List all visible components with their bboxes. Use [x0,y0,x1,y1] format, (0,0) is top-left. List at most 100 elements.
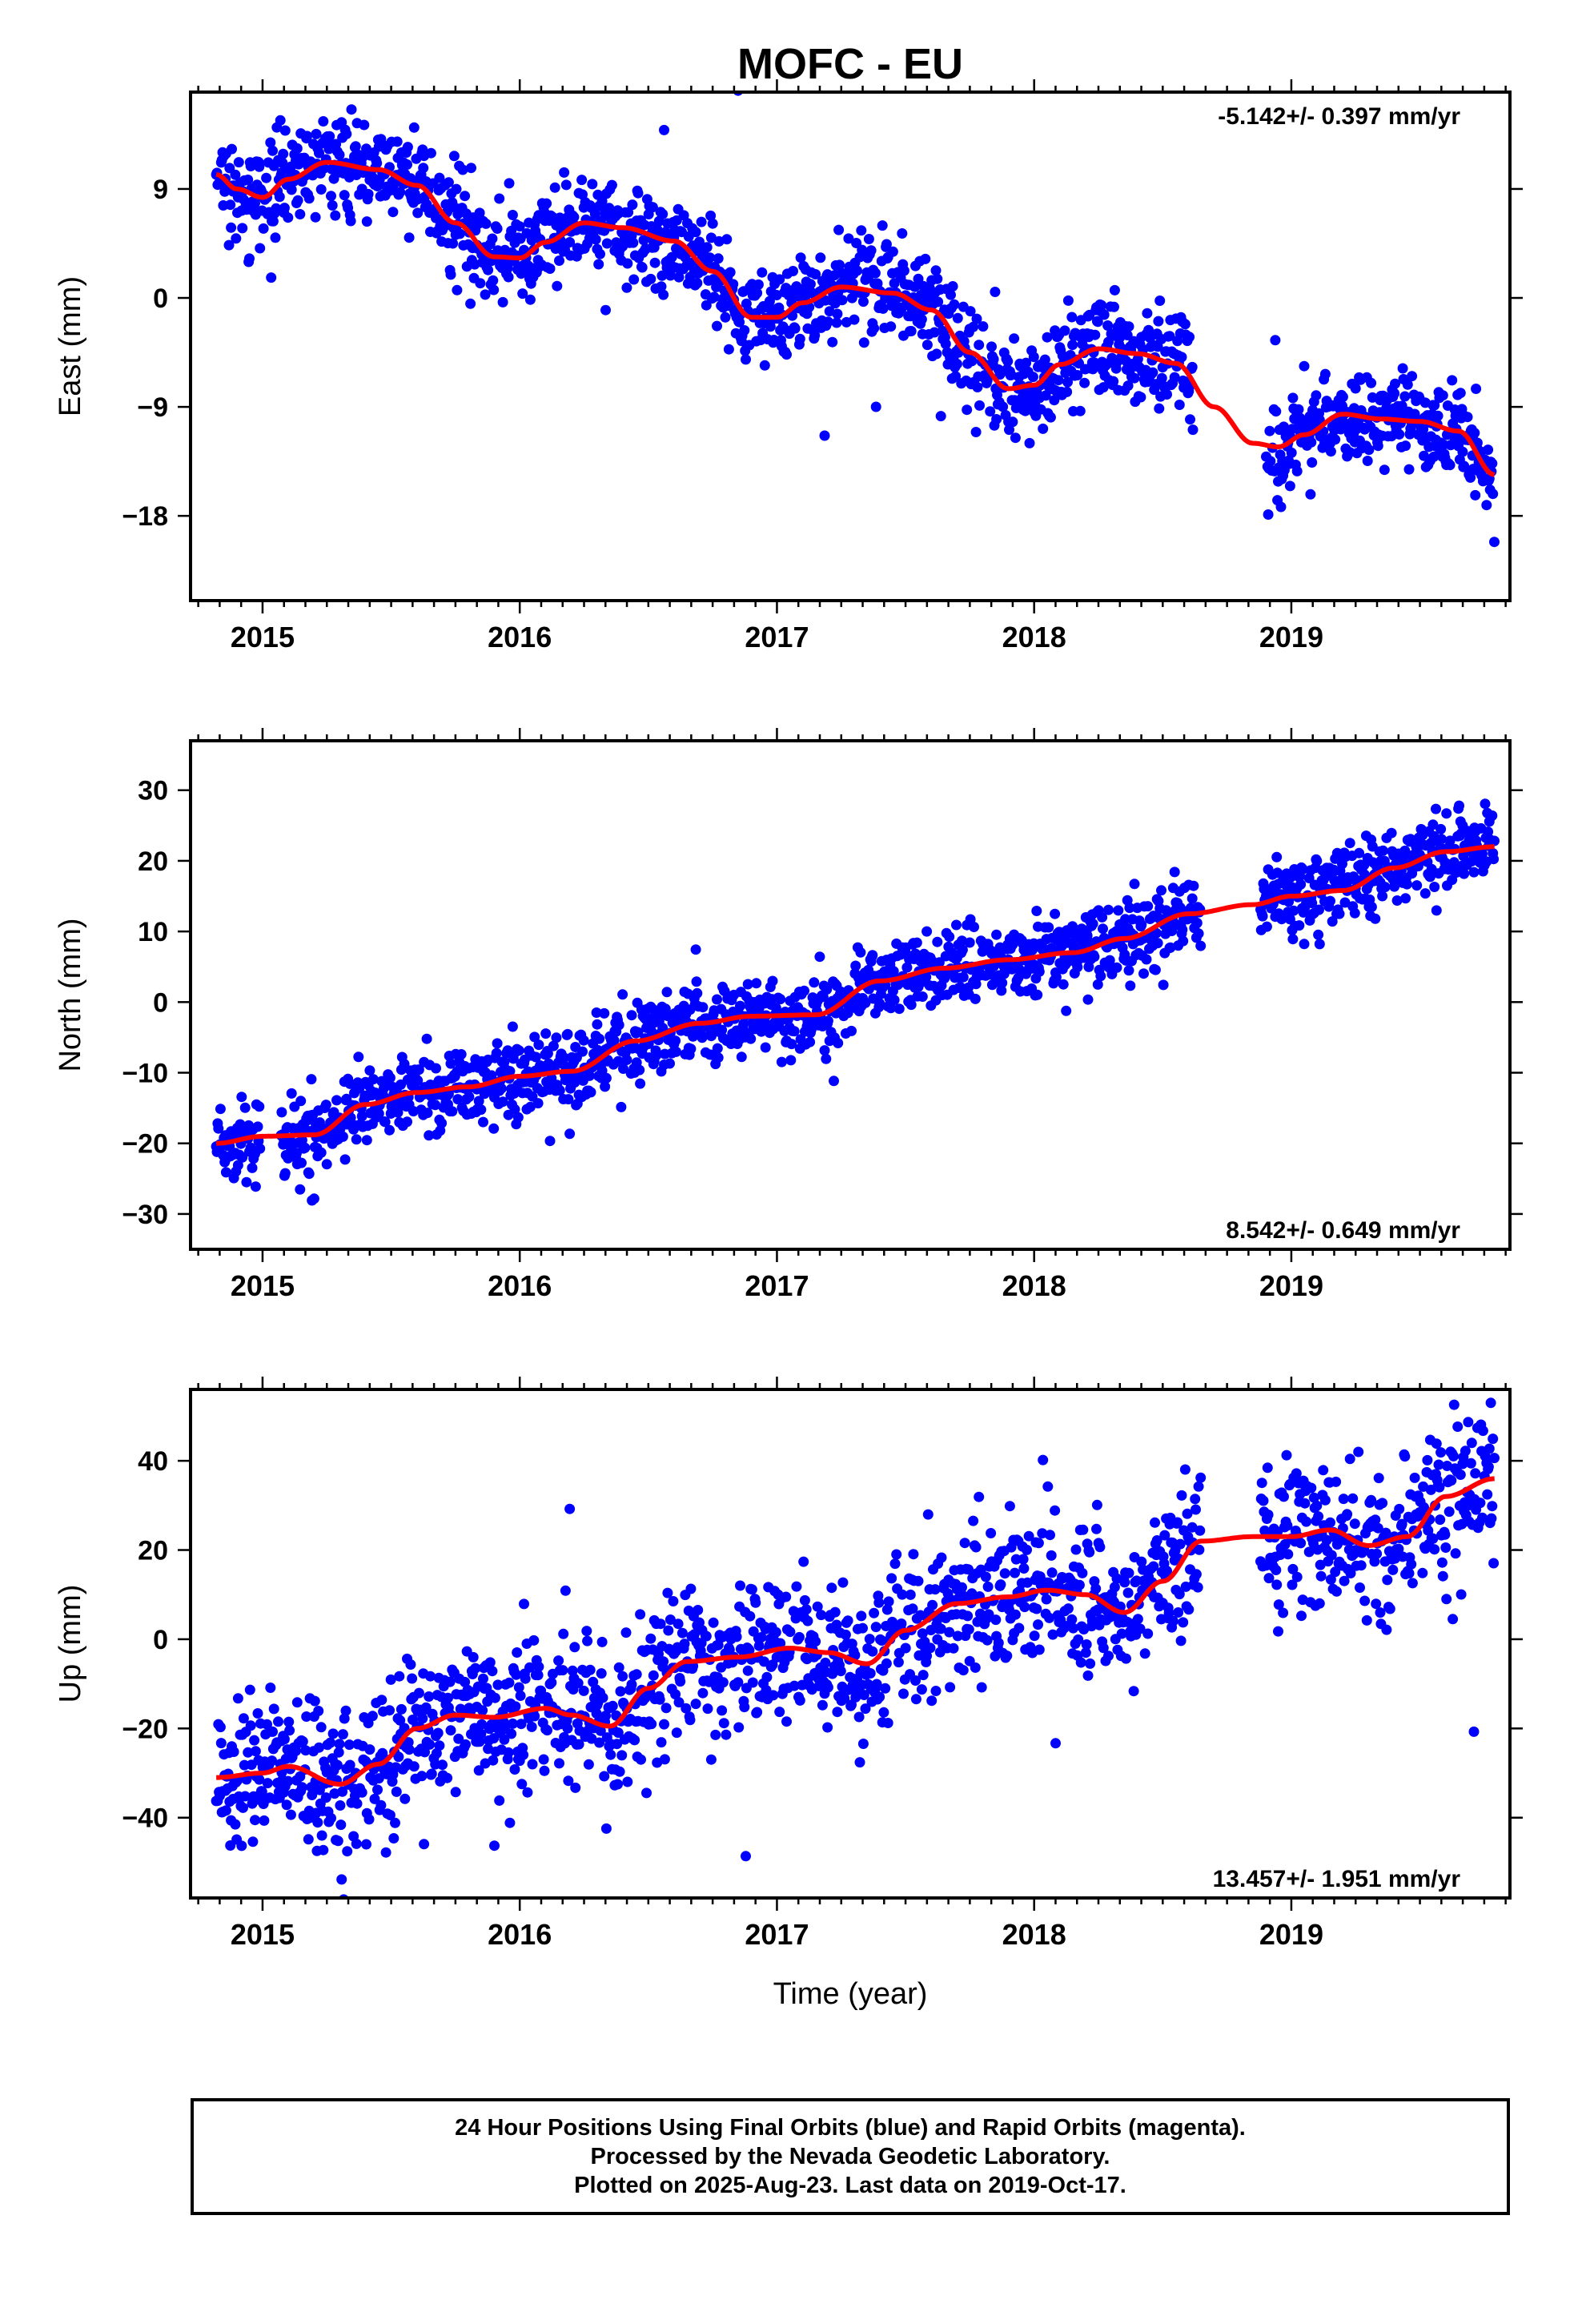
east-data-point [1457,446,1468,457]
east-data-point [1299,360,1310,372]
up-data-point [793,1631,805,1642]
up-data-point [232,1693,243,1704]
up-data-point [835,1666,846,1677]
north-data-point [497,1096,508,1108]
up-data-point [509,1764,520,1775]
up-data-point [434,1740,445,1751]
east-data-point [628,237,639,248]
up-data-point [1318,1465,1329,1476]
north-data-point [1166,926,1178,936]
up-data-point [1109,1582,1120,1593]
up-data-point [922,1509,934,1520]
east-data-point [1079,377,1090,388]
north-data-point [608,1035,620,1046]
up-data-point [905,1589,916,1600]
east-data-point [1351,424,1362,435]
up-data-point [1271,1565,1282,1575]
up-data-point [450,1787,461,1798]
east-data-point [1350,383,1361,394]
up-data-point [822,1722,833,1733]
up-data-point [245,1720,256,1731]
up-data-point [393,1751,404,1763]
up-data-point [673,1697,685,1708]
north-data-point [578,1035,589,1046]
up-data-point [799,1594,810,1606]
up-data-point [629,1735,640,1746]
east-data-point [265,137,276,148]
north-data-point [1435,823,1447,834]
up-data-point [522,1787,533,1798]
up-data-point [1344,1454,1355,1465]
up-data-point [1018,1563,1030,1574]
east-data-point [1059,325,1070,336]
up-data-point [665,1614,676,1625]
up-data-point [1406,1558,1417,1570]
east-data-point [972,382,983,392]
up-data-point [837,1577,849,1588]
north-data-point [356,1111,367,1122]
up-data-point [717,1677,729,1688]
east-y-tick-label: −18 [122,501,168,532]
east-data-point [656,281,667,292]
up-data-point [648,1670,659,1681]
north-data-point [1431,905,1442,916]
east-data-point [270,232,281,243]
east-data-point [1103,336,1114,348]
east-data-point [1263,509,1274,520]
up-data-point [935,1623,946,1634]
north-data-point [1191,918,1203,928]
east-data-point [966,356,978,367]
east-data-point [595,248,605,259]
north-data-point [306,1074,317,1085]
east-data-point [541,198,552,209]
east-data-point [1102,320,1114,331]
up-data-point [936,1552,947,1563]
north-data-point [599,1007,610,1019]
up-data-point [1431,1438,1442,1449]
east-plot-frame [189,90,1512,602]
east-data-point [985,406,996,417]
east-data-point [492,223,503,234]
up-data-point [1295,1538,1307,1549]
north-data-point [353,1051,364,1063]
up-data-point [254,1774,265,1785]
east-data-point [1469,428,1480,439]
up-data-point [880,1683,891,1694]
north-data-point [456,1049,467,1059]
north-data-point [585,1087,596,1098]
east-data-point [266,272,277,283]
up-data-point [373,1773,384,1784]
up-data-point [570,1782,581,1793]
up-data-point [1173,1607,1184,1618]
east-data-point [712,320,722,332]
north-data-point [1013,972,1024,983]
up-data-point [1176,1490,1187,1501]
east-data-point [319,163,330,174]
east-data-point [1053,375,1064,386]
east-data-point [443,177,454,188]
east-data-point [330,210,341,221]
north-data-point [512,1112,524,1123]
east-data-point [649,257,661,268]
up-data-point [384,1810,396,1820]
up-data-point [842,1615,853,1626]
north-data-point [364,1065,375,1076]
up-data-point [334,1739,345,1750]
up-data-point [1399,1451,1411,1462]
up-data-point [335,1819,347,1831]
north-data-point [1271,851,1283,862]
east-data-point [347,67,357,78]
up-data-point [250,1746,261,1757]
up-data-point [930,1686,942,1696]
up-data-point [1382,1574,1393,1586]
up-data-point [291,1697,303,1708]
up-data-point [917,1670,929,1681]
up-data-point [499,1734,510,1745]
up-data-point [538,1754,549,1765]
east-data-point [721,234,733,245]
up-data-point [876,1635,887,1646]
north-data-point [1459,868,1470,879]
east-data-point [1179,319,1191,330]
up-data-point [1448,1399,1460,1410]
east-data-point [590,234,601,245]
